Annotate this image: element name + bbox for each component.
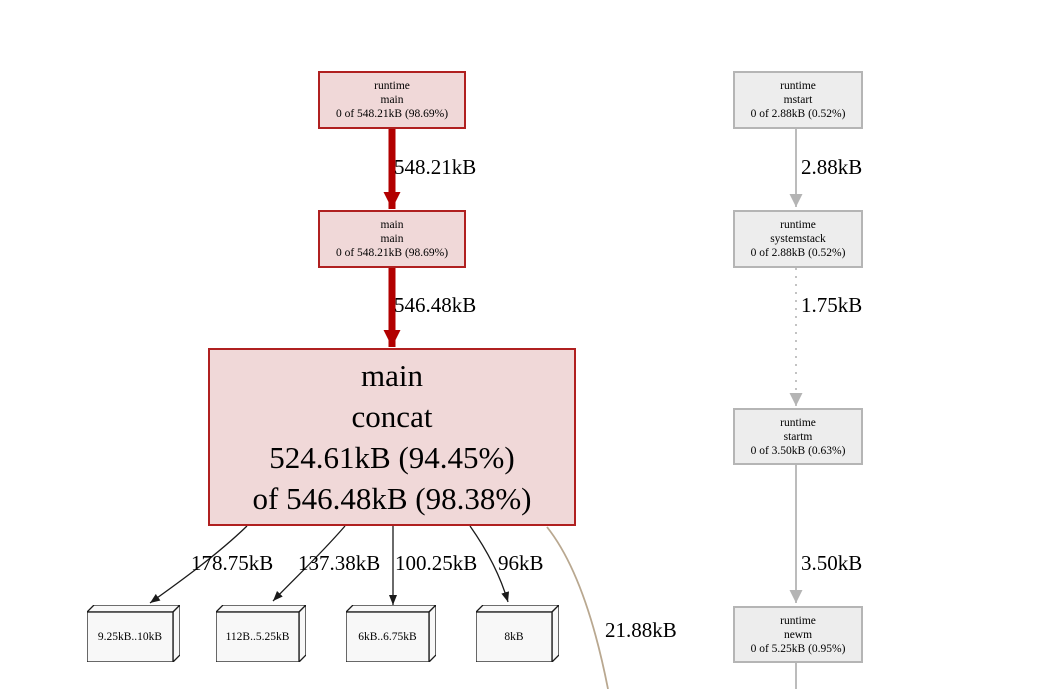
node-runtime-main[interactable]: runtime main 0 of 548.21kB (98.69%) bbox=[318, 71, 466, 129]
tag-label: 112B..5.25kB bbox=[225, 631, 290, 643]
node-line: systemstack bbox=[770, 233, 826, 245]
edge-concat-to-leaf4 bbox=[469, 525, 510, 603]
node-line: 0 of 2.88kB (0.52%) bbox=[750, 247, 846, 259]
node-tag-leaf2[interactable]: 112B..5.25kB bbox=[216, 605, 306, 662]
edge-label-1-75kb: 1.75kB bbox=[801, 293, 863, 317]
node-line: startm bbox=[783, 430, 813, 443]
node-line: main bbox=[380, 219, 404, 231]
node-line: runtime bbox=[780, 80, 816, 92]
tag-label: 6kB..6.75kB bbox=[358, 631, 417, 643]
tag-label: 9.25kB..10kB bbox=[97, 631, 163, 643]
node-runtime-startm[interactable]: runtime startm 0 of 3.50kB (0.63%) bbox=[733, 408, 863, 465]
node-runtime-systemstack[interactable]: runtime systemstack 0 of 2.88kB (0.52%) bbox=[733, 210, 863, 268]
edge-label-100-25kb: 100.25kB bbox=[395, 551, 478, 575]
node-line: 0 of 5.25kB (0.95%) bbox=[750, 642, 846, 655]
edge-concat-to-leaf2 bbox=[272, 525, 346, 602]
node-runtime-newm[interactable]: runtime newm 0 of 5.25kB (0.95%) bbox=[733, 606, 863, 663]
edge-label-548-21kb: 548.21kB bbox=[394, 155, 477, 179]
node-line: 0 of 3.50kB (0.63%) bbox=[750, 444, 846, 457]
node-line: mstart bbox=[783, 94, 813, 106]
box3d-shape bbox=[216, 605, 306, 662]
node-line: 524.61kB (94.45%) bbox=[269, 440, 515, 475]
edge-label-96kb: 96kB bbox=[498, 551, 544, 575]
node-line: main bbox=[380, 94, 404, 106]
node-line: runtime bbox=[374, 80, 410, 92]
edge-label-3-50kb: 3.50kB bbox=[801, 551, 863, 575]
box3d-shape bbox=[87, 605, 180, 662]
node-main-concat[interactable]: main concat 524.61kB (94.45%) of 546.48k… bbox=[208, 348, 576, 526]
node-line: runtime bbox=[780, 416, 816, 429]
edge-label-137-38kb: 137.38kB bbox=[298, 551, 381, 575]
box3d-shape bbox=[346, 605, 436, 662]
node-line: concat bbox=[351, 399, 433, 434]
node-line: main bbox=[361, 358, 423, 393]
edge-concat-to-offscreen bbox=[546, 526, 609, 689]
edge-label-546-48kb: 546.48kB bbox=[394, 293, 477, 317]
box3d-shape bbox=[476, 605, 559, 662]
node-line: 0 of 2.88kB (0.52%) bbox=[750, 108, 846, 120]
node-line: 0 of 548.21kB (98.69%) bbox=[335, 247, 449, 259]
node-line: 0 of 548.21kB (98.69%) bbox=[335, 108, 449, 120]
edge-label-178-75kb: 178.75kB bbox=[191, 551, 274, 575]
node-line: runtime bbox=[780, 614, 816, 627]
edge-label-21-88kb: 21.88kB bbox=[605, 618, 677, 642]
edge-concat-to-leaf1 bbox=[149, 525, 248, 604]
node-line: newm bbox=[783, 628, 813, 641]
node-tag-leaf1[interactable]: 9.25kB..10kB bbox=[87, 605, 180, 662]
node-tag-leaf3[interactable]: 6kB..6.75kB bbox=[346, 605, 436, 662]
node-runtime-mstart[interactable]: runtime mstart 0 of 2.88kB (0.52%) bbox=[733, 71, 863, 129]
node-tag-leaf4[interactable]: 8kB bbox=[476, 605, 559, 662]
node-line: of 546.48kB (98.38%) bbox=[252, 481, 532, 516]
edge-label-2-88kb: 2.88kB bbox=[801, 155, 863, 179]
tag-label: 8kB bbox=[504, 631, 524, 643]
node-line: runtime bbox=[780, 219, 816, 231]
node-line: main bbox=[380, 233, 404, 245]
node-main-main[interactable]: main main 0 of 548.21kB (98.69%) bbox=[318, 210, 466, 268]
